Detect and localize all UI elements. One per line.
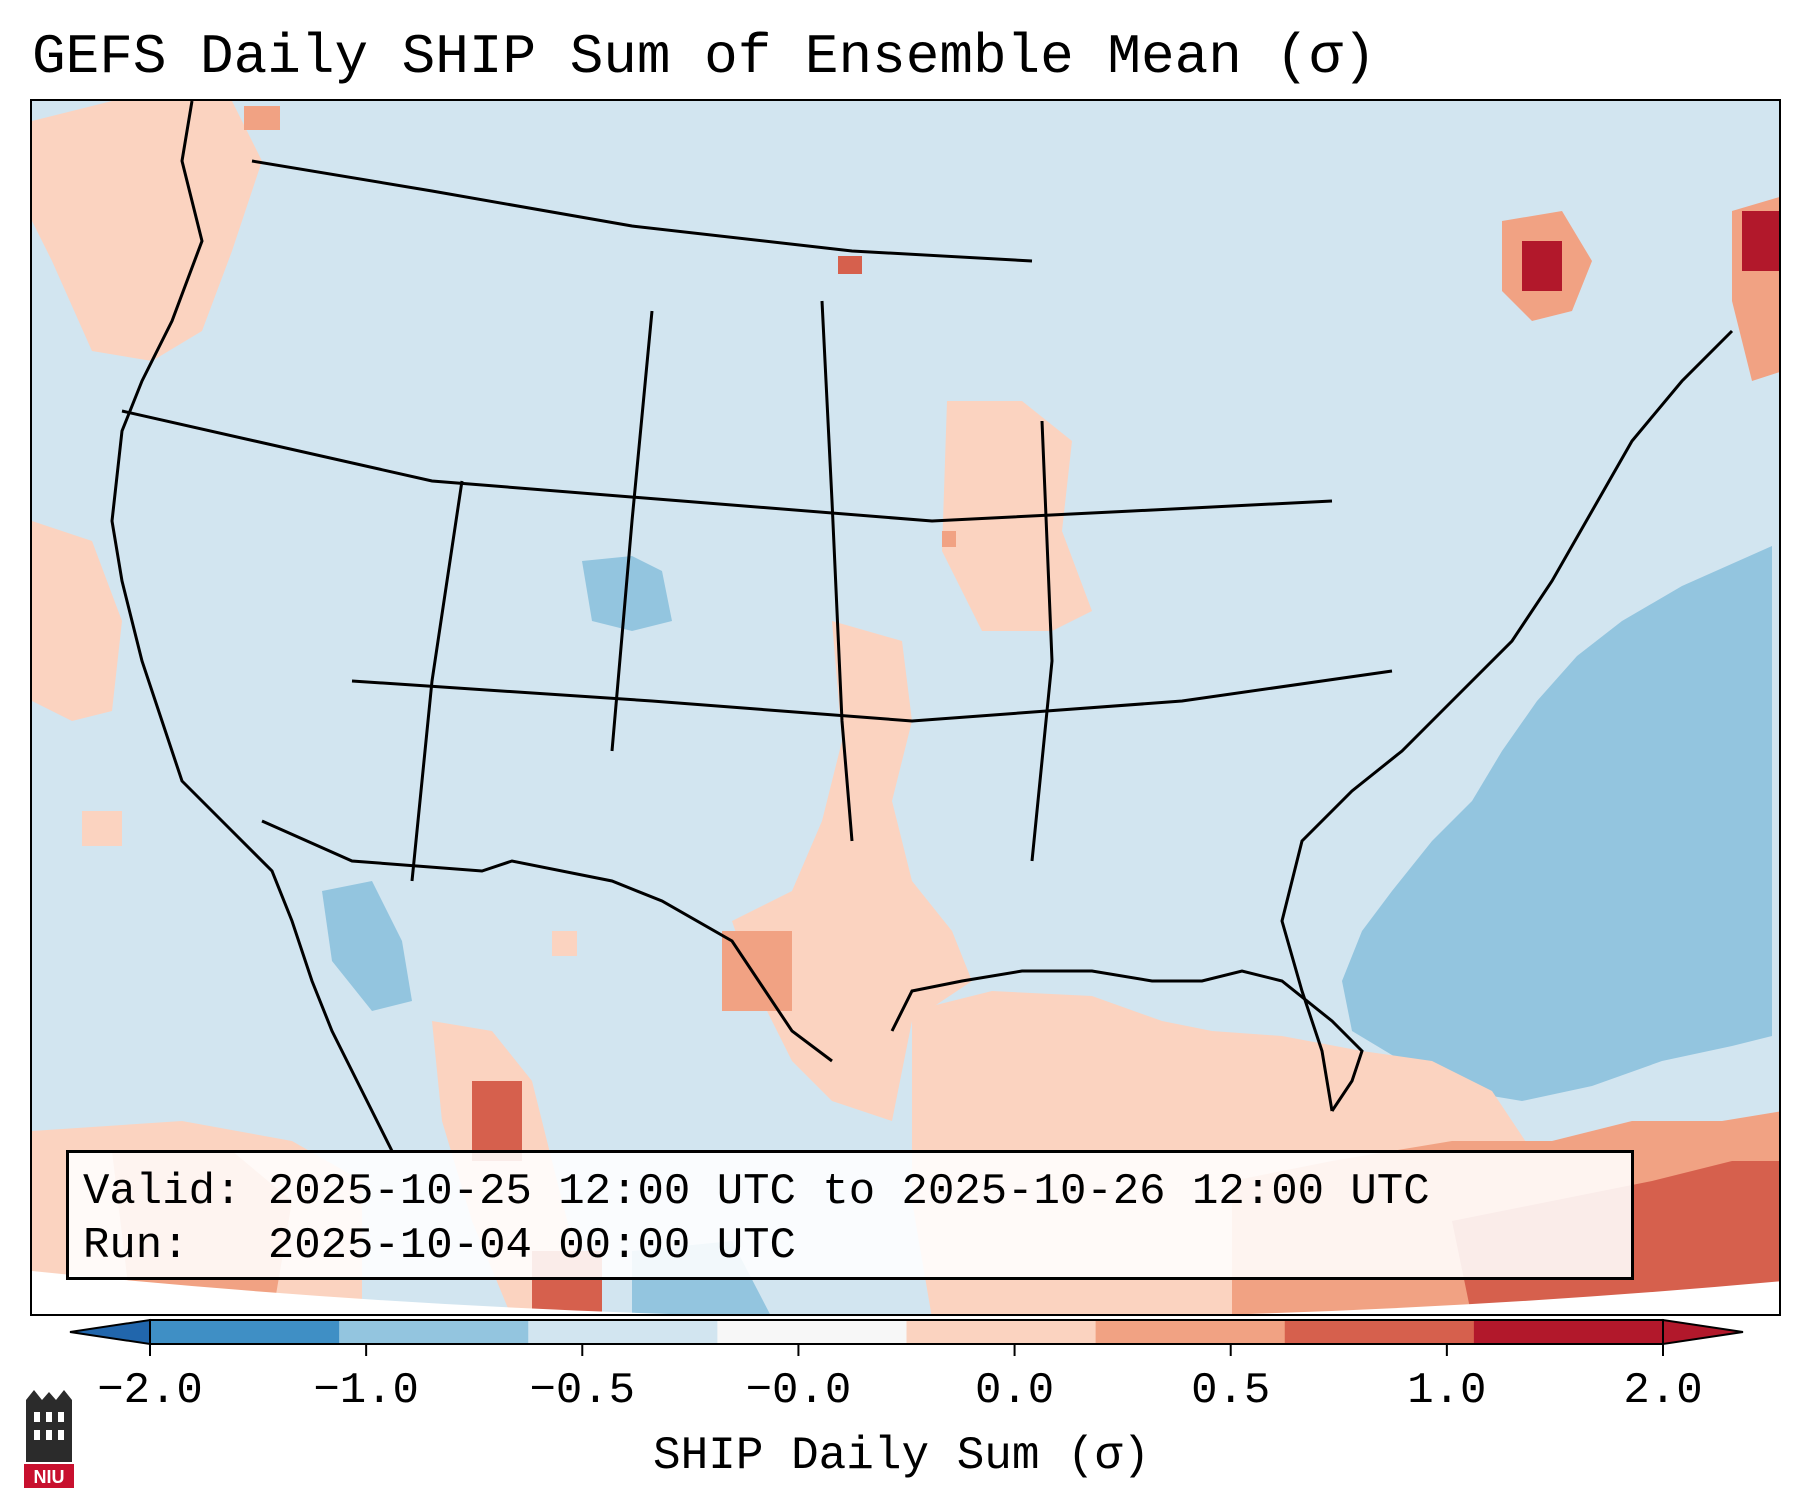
- logo-text: NIU: [34, 1467, 65, 1487]
- map-canvas: [32, 101, 1779, 1314]
- map-title: GEFS Daily SHIP Sum of Ensemble Mean (σ): [32, 25, 1377, 89]
- west-mexico-strong: [472, 1081, 522, 1161]
- pacific-nw-positive: [32, 101, 262, 361]
- colorbar-tick-label: −0.5: [529, 1366, 636, 1416]
- coastline-east: [1280, 329, 1734, 1112]
- boundaries: [110, 101, 1734, 1152]
- valid-time-text: Valid: 2025-10-25 12:00 UTC to 2025-10-2…: [83, 1167, 1430, 1217]
- colorbar-segment: [1095, 1320, 1286, 1344]
- coastline-west: [110, 101, 394, 1152]
- colorbar-extend-high: [1662, 1318, 1744, 1346]
- colorbar-tick-label: 0.0: [974, 1366, 1055, 1416]
- border-canada: [251, 159, 1033, 263]
- border-mexico: [261, 819, 833, 1063]
- valid-run-info-box: Valid: 2025-10-25 12:00 UTC to 2025-10-2…: [66, 1150, 1634, 1280]
- baja-negative: [322, 881, 412, 1011]
- colorbar-tick-label: −1.0: [313, 1366, 419, 1416]
- bc-strong-patch: [244, 106, 280, 130]
- colorbar-label: SHIP Daily Sum (σ): [653, 1430, 1150, 1482]
- colorbar-tick-label: 2.0: [1623, 1366, 1703, 1416]
- colorbar-segment: [528, 1320, 718, 1344]
- colorbar-segment: [150, 1320, 340, 1344]
- colorbar-segment: [339, 1320, 529, 1344]
- colorbar-segment: [1473, 1320, 1664, 1344]
- sw-cell-2: [552, 931, 577, 956]
- projection-edge: [32, 1271, 1779, 1314]
- colorbar-tick-label: −2.0: [97, 1366, 203, 1416]
- colorbar-segment: [906, 1320, 1097, 1344]
- colorbar-segment: [1284, 1320, 1475, 1344]
- state-lines-1: [121, 409, 1333, 523]
- coastline-gulf: [890, 969, 1364, 1112]
- run-time-text: Run: 2025-10-04 00:00 UTC: [83, 1221, 796, 1271]
- nd-strong-cell: [838, 256, 862, 274]
- colorbar-frame: [149, 1319, 1664, 1345]
- sw-cell-1: [82, 811, 122, 846]
- maine-strong: [1742, 211, 1779, 271]
- map-panel: [30, 99, 1781, 1316]
- state-lines-3: [410, 300, 1054, 882]
- colorbar-segments: [69, 1318, 1744, 1346]
- california-offshore-positive: [32, 521, 122, 721]
- state-lines-2: [351, 669, 1393, 723]
- anomaly-field: [32, 101, 1779, 1314]
- colorbar-tick-label: 0.5: [1191, 1366, 1271, 1416]
- colorbar-tick-label: −0.0: [745, 1366, 852, 1416]
- atlantic-negative-region: [1342, 546, 1772, 1101]
- colorbar-extend-low: [69, 1318, 151, 1346]
- colorbar-segment: [717, 1320, 907, 1344]
- quebec-strong: [1522, 241, 1562, 291]
- ia-cell: [942, 531, 956, 547]
- colorbar-ticks: [149, 1344, 1664, 1356]
- niu-logo: NIU: [24, 1390, 74, 1488]
- colorbar: [69, 1318, 1744, 1356]
- colorbar-tick-label: 1.0: [1407, 1366, 1487, 1416]
